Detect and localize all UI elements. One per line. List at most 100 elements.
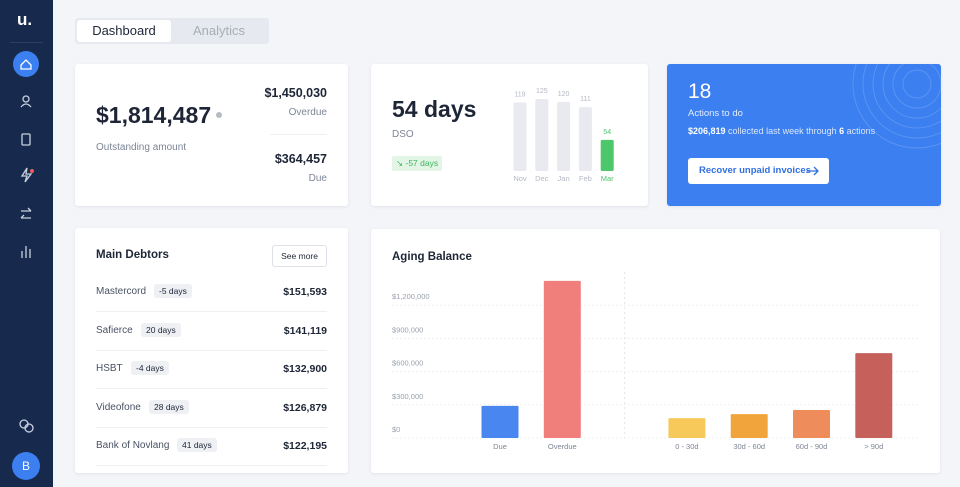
y-tick-label: $1,200,000 <box>392 292 430 301</box>
sidebar: u. B <box>0 0 53 487</box>
dso-change: ↘ -57 days <box>392 156 443 171</box>
y-tick-label: $900,000 <box>392 325 423 334</box>
collected-amount: $206,819 <box>688 126 726 136</box>
recover-button[interactable]: Recover unpaid invoices <box>688 158 829 184</box>
divider <box>270 134 327 135</box>
actions-summary: $206,819 collected last week through 6 a… <box>688 126 875 136</box>
tab-bar: Dashboard Analytics <box>75 18 269 44</box>
debtor-name: Videofone <box>96 401 141 413</box>
value-label: 119 <box>514 91 525 98</box>
bar <box>513 102 527 171</box>
see-more-button[interactable]: See more <box>272 245 327 267</box>
debtor-row[interactable]: HSBT $132,900 -4 days <box>96 350 327 389</box>
value-label: 125 <box>536 88 548 95</box>
value-label: 111 <box>580 96 591 103</box>
bar <box>855 353 893 438</box>
brand-logo[interactable]: u. <box>17 10 33 29</box>
bar <box>600 139 614 171</box>
nav-icons <box>13 51 39 258</box>
aging-title: Aging Balance <box>392 251 472 263</box>
y-tick-label: $0 <box>392 425 400 434</box>
y-tick-label: $600,000 <box>392 359 423 368</box>
debtor-row[interactable]: Videofone $126,879 28 days <box>96 389 327 428</box>
actions-card: 18 Actions to do $206,819 collected last… <box>667 64 941 206</box>
bar <box>668 418 706 438</box>
bar <box>535 99 549 171</box>
debtor-row[interactable]: Mastercord $151,593 -5 days <box>96 273 327 312</box>
debtors-title: Main Debtors <box>96 249 169 261</box>
due-amount: $364,457 <box>274 152 327 166</box>
bar <box>578 107 592 171</box>
x-tick-label: 0 - 30d <box>675 442 698 451</box>
nav-home[interactable] <box>13 51 39 77</box>
debtor-delay: -5 days <box>154 284 192 298</box>
x-tick-label: > 90d <box>864 442 883 451</box>
x-tick-label: Dec <box>535 174 549 183</box>
outstanding-amount: $1,814,487 <box>96 102 212 128</box>
x-tick-label: Nov <box>513 174 527 183</box>
bar <box>557 101 571 171</box>
actions-count: 18 <box>688 80 712 103</box>
info-icon[interactable] <box>216 112 222 118</box>
aging-card: Aging Balance $0 $300,000 $600,000 $900,000… <box>371 229 940 473</box>
notification-dot <box>30 169 34 173</box>
actions-label: Actions to do <box>688 108 743 119</box>
user-avatar[interactable]: B <box>12 452 40 480</box>
debtor-delay: 28 days <box>149 399 189 414</box>
overdue-amount: $1,450,030 <box>264 86 327 100</box>
debtor-amount: $122,195 <box>283 440 327 452</box>
x-tick-label: Feb <box>579 174 592 183</box>
x-tick-label: Jan <box>558 174 570 183</box>
x-tick-label: Due <box>493 442 507 451</box>
debtor-amount: $141,119 <box>283 324 327 337</box>
debtor-delay: 20 days <box>141 322 181 337</box>
debtor-name: Bank of Novlang <box>96 440 170 451</box>
outstanding-card: $1,814,487 Outstanding amount $1,450,030… <box>75 64 348 206</box>
tab[interactable]: Analytics <box>192 23 246 38</box>
value-label: 54 <box>603 129 611 136</box>
x-tick-label: 30d - 60d <box>733 442 765 451</box>
nav-invoices[interactable] <box>21 133 31 146</box>
debtor-amount: $151,593 <box>283 286 327 298</box>
nav-actions[interactable] <box>20 167 33 183</box>
x-tick-label: Overdue <box>548 442 577 451</box>
debtor-name: HSBT <box>96 363 123 374</box>
debtor-name: Mastercord <box>96 286 147 297</box>
button-label: Recover unpaid invoices <box>699 165 811 176</box>
debtor-name: Safierce <box>96 324 133 336</box>
aging-chart: $0 $300,000 $600,000 $900,000 $1,200,000 Due O… <box>392 272 920 451</box>
home-icon <box>20 59 32 70</box>
debtor-row[interactable]: Bank of Novlang $122,195 41 days <box>96 427 327 466</box>
debtor-row[interactable]: Safierce $141,119 20 days <box>96 312 327 351</box>
bar <box>481 405 519 438</box>
dso-chart: 119 Nov 125 Dec 120 Jan 111 Feb 54 Mar <box>513 88 614 183</box>
chat-icon[interactable] <box>0 415 53 437</box>
debtor-amount: $132,900 <box>283 363 327 375</box>
arrow-icon <box>807 166 819 176</box>
nav-users[interactable] <box>20 95 32 108</box>
action-count: 6 <box>839 126 845 136</box>
debtor-delay: -4 days <box>131 361 169 375</box>
debtor-amount: $126,879 <box>283 401 327 414</box>
debtors-card: Main Debtors See more Mastercord $151,593… <box>75 228 348 473</box>
y-tick-label: $300,000 <box>392 392 423 401</box>
dso-card: 54 days DSO ↘ -57 days 119 Nov 125 Dec 120 Ja… <box>371 64 648 206</box>
divider <box>10 42 43 43</box>
x-tick-label: 60d - 90d <box>796 442 828 451</box>
value-label: 120 <box>558 91 570 98</box>
summary-text: actions <box>844 126 876 136</box>
decoration <box>852 64 941 149</box>
bar <box>793 410 830 438</box>
nav-transfers[interactable] <box>20 207 32 219</box>
outstanding-label: Outstanding amount <box>96 142 187 153</box>
due-label: Due <box>308 173 327 184</box>
x-tick-label: Mar <box>601 174 614 183</box>
tab-active[interactable]: Dashboard <box>77 20 171 42</box>
bar <box>543 280 581 438</box>
debtor-delay: 41 days <box>177 438 217 452</box>
bar <box>730 414 768 438</box>
summary-text: collected last week through <box>725 126 840 136</box>
dso-label: DSO <box>392 129 414 140</box>
nav-reports[interactable] <box>21 246 31 258</box>
